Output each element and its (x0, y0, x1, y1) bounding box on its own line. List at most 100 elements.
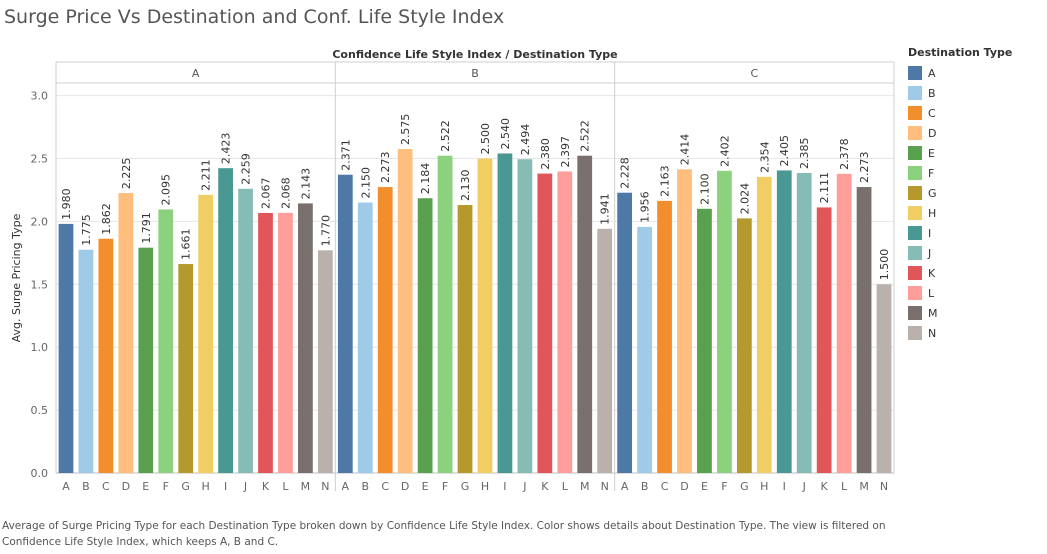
legend-swatch (908, 146, 922, 160)
legend-item[interactable]: B (908, 83, 1038, 103)
bar (577, 155, 593, 473)
legend-swatch (908, 326, 922, 340)
data-label: 1.956 (639, 191, 652, 223)
data-label: 2.067 (260, 177, 273, 209)
data-label: 2.068 (279, 177, 292, 209)
x-tick-label: I (783, 480, 786, 493)
legend-label: G (928, 186, 937, 200)
x-tick-label: E (422, 480, 429, 493)
legend-item[interactable]: C (908, 103, 1038, 123)
x-tick-label: J (243, 480, 247, 493)
panel-header: A (192, 67, 200, 80)
y-tick-label: 3.0 (31, 90, 49, 103)
data-label: 2.211 (200, 159, 213, 191)
legend-swatch (908, 66, 922, 80)
bar-chart: Confidence Life Style Index / Destinatio… (10, 48, 895, 493)
chart-caption: Average of Surge Pricing Type for each D… (2, 520, 886, 548)
legend-item[interactable]: E (908, 143, 1038, 163)
bar (198, 194, 214, 474)
bar (557, 171, 573, 473)
x-tick-label: L (841, 480, 848, 493)
data-label: 2.540 (499, 118, 512, 150)
x-tick-label: N (880, 480, 888, 493)
x-tick-label: B (361, 480, 369, 493)
bar (517, 159, 533, 473)
legend-item[interactable]: G (908, 183, 1038, 203)
legend-item[interactable]: D (908, 123, 1038, 143)
bar (677, 169, 692, 473)
legend-item[interactable]: J (908, 243, 1038, 263)
bar (856, 187, 872, 473)
data-label: 2.259 (240, 153, 253, 184)
x-tick-label: D (680, 480, 688, 493)
data-label: 2.273 (379, 152, 392, 184)
bar (597, 228, 613, 473)
x-tick-label: C (661, 480, 669, 493)
legend-label: F (928, 166, 935, 180)
x-tick-label: I (224, 480, 227, 493)
bar (357, 202, 373, 474)
x-tick-label: F (442, 480, 448, 493)
bar (756, 176, 772, 473)
x-tick-label: K (541, 480, 549, 493)
bar (477, 158, 493, 473)
bar (497, 153, 513, 474)
bar (317, 250, 333, 473)
legend-swatch (908, 166, 922, 180)
legend-item[interactable]: M (908, 303, 1038, 323)
data-label: 2.163 (659, 165, 672, 197)
data-label: 2.354 (758, 141, 771, 173)
x-tick-label: D (401, 480, 409, 493)
bar (816, 207, 832, 473)
x-tick-label: N (601, 480, 609, 493)
x-tick-label: N (321, 480, 329, 493)
legend-label: M (928, 306, 938, 320)
bar (337, 174, 353, 474)
legend-label: E (928, 146, 935, 160)
legend-item[interactable]: L (908, 283, 1038, 303)
x-tick-label: H (481, 480, 489, 493)
legend-swatch (908, 286, 922, 300)
data-label: 1.862 (100, 203, 113, 235)
data-label: 2.380 (539, 138, 552, 170)
panel-header: C (750, 67, 758, 80)
legend-item[interactable]: F (908, 163, 1038, 183)
data-label: 2.095 (160, 174, 173, 206)
x-tick-label: M (859, 480, 869, 493)
x-tick-label: L (562, 480, 569, 493)
data-label: 2.184 (419, 163, 432, 195)
bar (178, 264, 194, 473)
x-tick-label: E (701, 480, 708, 493)
bar (238, 188, 253, 473)
data-label: 1.500 (878, 249, 891, 281)
x-tick-label: I (503, 480, 506, 493)
bar (417, 198, 433, 473)
data-label: 2.225 (120, 158, 133, 190)
x-tick-label: K (821, 480, 829, 493)
legend-swatch (908, 206, 922, 220)
legend-title: Destination Type (908, 46, 1013, 59)
panel-header: B (471, 67, 479, 80)
x-tick-label: B (641, 480, 649, 493)
data-label: 2.228 (619, 157, 632, 189)
x-tick-label: H (202, 480, 210, 493)
x-tick-label: J (802, 480, 806, 493)
x-tick-label: E (142, 480, 149, 493)
legend-item[interactable]: H (908, 203, 1038, 223)
data-label: 2.385 (798, 137, 811, 169)
legend-item[interactable]: I (908, 223, 1038, 243)
y-tick-label: 1.5 (31, 278, 49, 291)
bar (617, 192, 633, 473)
header-label: Confidence Life Style Index / Destinatio… (332, 48, 617, 61)
legend-label: A (928, 66, 936, 80)
data-label: 2.024 (738, 183, 751, 215)
data-label: 2.143 (299, 168, 312, 200)
bar (58, 223, 74, 473)
legend-item[interactable]: A (908, 63, 1038, 83)
x-tick-label: F (163, 480, 169, 493)
data-label: 2.130 (459, 170, 472, 202)
legend-item[interactable]: N (908, 323, 1038, 343)
legend-item[interactable]: K (908, 263, 1038, 283)
